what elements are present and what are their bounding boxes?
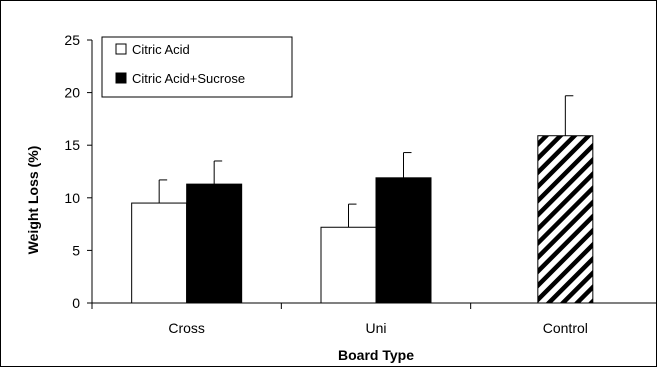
bar-control-control [537,135,594,304]
bar-uni-citric-acid [320,226,377,304]
y-tick-label-0: 0 [72,295,80,311]
y-tick-label-20: 20 [64,85,80,101]
x-tick-label-control: Control [543,320,588,336]
y-axis-label: Weight Loss (%) [25,146,41,255]
y-tick-label-5: 5 [72,242,80,258]
bar-uni-citric-acid-sucrose [375,177,432,304]
legend-box [101,36,293,98]
legend-label-citric-acid: Citric Acid [132,42,190,57]
y-tick-label-15: 15 [64,137,80,153]
y-tick-label-25: 25 [64,32,80,48]
bar-cross-citric-acid [131,202,188,304]
x-tick-label-cross: Cross [168,320,205,336]
bar-cross-citric-acid-sucrose [186,183,243,304]
legend-label-citric-acid-sucrose: Citric Acid+Sucrose [132,71,245,86]
legend-swatch-citric-acid [115,43,127,55]
x-tick-label-uni: Uni [365,320,386,336]
legend-swatch-citric-acid-sucrose [115,72,127,84]
x-axis-label: Board Type [338,347,414,363]
y-tick-label-10: 10 [64,190,80,206]
